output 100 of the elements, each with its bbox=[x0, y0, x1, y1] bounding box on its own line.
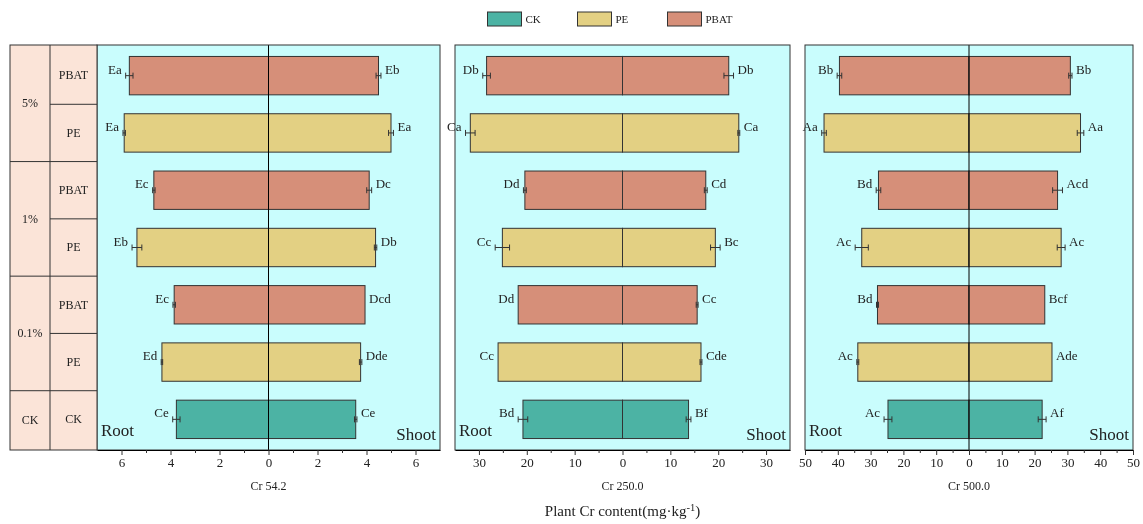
data-label: Aa bbox=[1087, 118, 1104, 134]
bar bbox=[968, 285, 1046, 325]
y-tick-label: PE bbox=[66, 354, 81, 369]
x-tick-label: 40 bbox=[1094, 455, 1108, 471]
x-tick-label: 30 bbox=[1061, 455, 1075, 471]
y-tick-label: CK bbox=[65, 412, 83, 427]
data-label: Ec bbox=[155, 290, 170, 306]
bar bbox=[968, 227, 1062, 268]
y-tick-label: PBAT bbox=[58, 68, 89, 83]
data-label: Ac bbox=[836, 233, 852, 249]
data-label: Ea bbox=[105, 118, 120, 134]
data-label: Acd bbox=[1066, 176, 1089, 192]
x-tick-label: 20 bbox=[712, 455, 726, 471]
data-label: Dcd bbox=[369, 290, 392, 306]
annotation: Shoot bbox=[396, 425, 437, 444]
x-tick-label: 0 bbox=[619, 455, 627, 471]
annotation: Root bbox=[459, 421, 493, 440]
data-label: Dde bbox=[365, 348, 388, 364]
data-label: Eb bbox=[384, 61, 400, 77]
bar bbox=[968, 170, 1059, 210]
x-axis-title: Cr 54.2 bbox=[250, 479, 287, 493]
bar bbox=[838, 55, 970, 96]
x-tick-label: 50 bbox=[799, 455, 812, 471]
data-label: Ce bbox=[154, 405, 169, 421]
data-label: Ed bbox=[142, 348, 158, 364]
x-tick-label: 2 bbox=[216, 455, 224, 471]
annotation: Root bbox=[101, 421, 135, 440]
text: CK bbox=[21, 413, 39, 428]
x-tick-label: 40 bbox=[831, 455, 845, 471]
text: Plant Cr content(mg·kg$^{-1}$) bbox=[544, 501, 701, 520]
data-label: Dd bbox=[503, 176, 520, 192]
data-label: Ca bbox=[447, 118, 462, 134]
data-label: Dd bbox=[498, 290, 515, 306]
bar bbox=[968, 55, 1071, 96]
data-label: Ade bbox=[1055, 348, 1078, 364]
y-tick-label: PE bbox=[66, 240, 81, 255]
x-tick-label: 4 bbox=[167, 455, 175, 471]
legend-label: PBAT bbox=[705, 13, 733, 25]
x-tick-label: 10 bbox=[664, 455, 678, 471]
x-tick-label: 0 bbox=[966, 455, 973, 471]
data-label: Dc bbox=[375, 176, 392, 192]
x-axis-title: Cr 500.0 bbox=[948, 479, 990, 493]
bar bbox=[968, 399, 1043, 440]
data-label: Cc bbox=[479, 348, 495, 364]
data-label: Ca bbox=[743, 118, 759, 134]
data-label: Aa bbox=[802, 118, 818, 134]
text: 0.1% bbox=[17, 326, 43, 341]
y-tick-label: PBAT bbox=[58, 297, 89, 312]
x-tick-label: 6 bbox=[118, 455, 126, 471]
annotation: Root bbox=[809, 421, 843, 440]
bar bbox=[877, 170, 970, 210]
data-label: Ac bbox=[837, 348, 854, 364]
data-label: Bd bbox=[499, 405, 515, 421]
x-tick-label: 2 bbox=[314, 455, 322, 471]
y-tick-label: PBAT bbox=[58, 183, 89, 198]
x-tick-label: 30 bbox=[864, 455, 878, 471]
x-tick-label: 20 bbox=[897, 455, 911, 471]
text: 5% bbox=[22, 96, 38, 111]
data-label: Bd bbox=[857, 176, 873, 192]
x-tick-label: 30 bbox=[760, 455, 774, 471]
x-tick-label: 6 bbox=[412, 455, 420, 471]
data-label: Db bbox=[737, 61, 754, 77]
data-label: Ea bbox=[107, 61, 122, 77]
data-label: Ec bbox=[134, 176, 149, 192]
data-label: Ac bbox=[1069, 233, 1085, 249]
data-label: Bb bbox=[1075, 61, 1092, 77]
data-label: Db bbox=[462, 61, 479, 77]
bar bbox=[857, 342, 970, 382]
x-tick-label: 20 bbox=[520, 455, 534, 471]
data-label: Bcf bbox=[1048, 290, 1069, 306]
data-label: Cde bbox=[705, 348, 728, 364]
data-label: Ce bbox=[360, 405, 376, 421]
x-tick-label: 20 bbox=[1028, 455, 1042, 471]
x-tick-label: 10 bbox=[568, 455, 582, 471]
bar bbox=[968, 342, 1053, 382]
annotation: Shoot bbox=[1089, 425, 1130, 444]
data-label: Ea bbox=[397, 118, 412, 134]
legend-label: PE bbox=[615, 13, 629, 25]
text: 1% bbox=[22, 211, 38, 226]
x-tick-label: 10 bbox=[930, 455, 944, 471]
x-axis-title: Cr 250.0 bbox=[601, 479, 644, 493]
data-label: Ac bbox=[864, 405, 881, 421]
data-label: Db bbox=[380, 233, 397, 249]
data-label: Bd bbox=[857, 290, 873, 306]
data-label: Cc bbox=[702, 290, 717, 306]
bar bbox=[823, 113, 970, 153]
bar bbox=[968, 113, 1082, 153]
x-tick-label: 0 bbox=[265, 455, 273, 471]
y-tick-label: PE bbox=[66, 125, 81, 140]
data-label: Bf bbox=[694, 405, 709, 421]
legend-label: CK bbox=[525, 13, 541, 25]
data-label: Eb bbox=[113, 233, 129, 249]
data-label: Bc bbox=[724, 233, 739, 249]
x-tick-label: 30 bbox=[472, 455, 486, 471]
data-label: Cd bbox=[711, 176, 727, 192]
bar bbox=[887, 399, 970, 440]
x-tick-label: 10 bbox=[995, 455, 1009, 471]
data-label: Cc bbox=[476, 233, 492, 249]
x-tick-label: 50 bbox=[1127, 455, 1140, 471]
annotation: Shoot bbox=[746, 425, 787, 444]
